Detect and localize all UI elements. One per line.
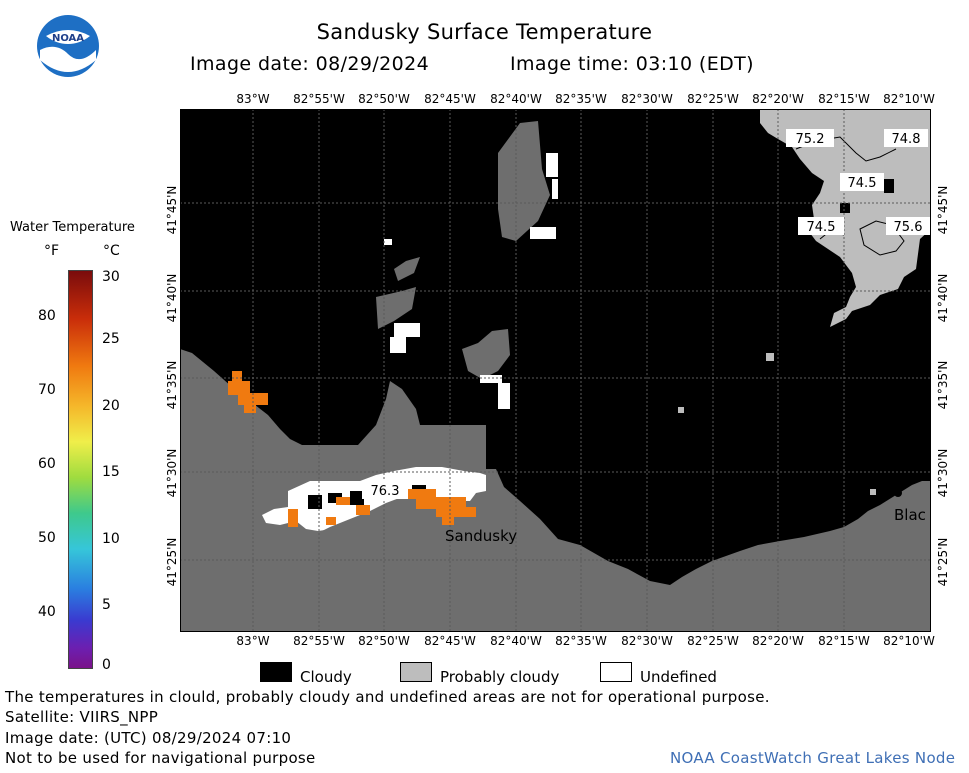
lon-label-bottom: 83°W <box>236 634 270 648</box>
lat-label-left: 41°30'N <box>165 448 179 498</box>
probably-cloudy-area <box>766 353 774 361</box>
lon-label-bottom: 82°20'W <box>752 634 804 648</box>
land-island <box>376 287 416 329</box>
cloudy-area <box>840 203 850 213</box>
legend-cloudy-swatch <box>260 662 292 682</box>
cloudy-area <box>308 495 322 509</box>
lat-label-left: 41°25'N <box>165 537 179 587</box>
lon-label-top: 82°55'W <box>293 92 345 106</box>
temp-label: 74.8 <box>892 132 921 147</box>
legend-cloudy-label: Cloudy <box>300 668 352 686</box>
land-island <box>462 329 510 379</box>
legend-probably-cloudy-swatch <box>400 662 432 682</box>
lat-label-right: 41°30'N <box>936 448 950 498</box>
undefined-area <box>394 323 420 337</box>
lon-label-bottom: 82°40'W <box>490 634 542 648</box>
noaa-logo: NOAA <box>36 14 100 78</box>
footer-utc-date: Image date: (UTC) 08/29/2024 07:10 <box>5 729 292 747</box>
land-island <box>394 257 420 281</box>
temp-label: 75.2 <box>796 132 825 147</box>
legend-undefined-swatch <box>600 662 632 682</box>
c-tick: 0 <box>102 657 111 673</box>
probably-cloudy-area <box>678 407 684 413</box>
f-tick: 50 <box>38 530 56 546</box>
lon-label-top: 82°40'W <box>490 92 542 106</box>
lat-label-right: 41°35'N <box>936 360 950 410</box>
land-mainland <box>180 497 486 632</box>
footer-satellite: Satellite: VIIRS_NPP <box>5 708 159 726</box>
f-tick: 60 <box>38 456 56 472</box>
f-tick: 40 <box>38 604 56 620</box>
image-time: Image time: 03:10 (EDT) <box>510 53 754 75</box>
noaa-logo-text: NOAA <box>52 33 84 44</box>
undefined-area <box>546 153 558 177</box>
colorbar-unit-f: °F <box>44 243 60 259</box>
sst-map: 75.2 74.8 74.5 74.5 75.6 76.3 Sandusky B… <box>180 109 931 632</box>
probably-cloudy-area <box>760 109 931 327</box>
undefined-area <box>530 227 556 239</box>
image-date: Image date: 08/29/2024 <box>190 53 430 75</box>
colorbar-unit-c: °C <box>103 243 120 259</box>
legend-undefined-label: Undefined <box>640 668 717 686</box>
lat-label-right: 41°40'N <box>936 273 950 323</box>
lon-label-bottom: 82°30'W <box>621 634 673 648</box>
legend-probably-cloudy-label: Probably cloudy <box>440 668 560 686</box>
footer-nav-warning: Not to be used for navigational purpose <box>5 749 316 767</box>
lon-label-bottom: 82°50'W <box>358 634 410 648</box>
place-label-black: Blac <box>894 506 926 524</box>
lon-label-top: 82°25'W <box>687 92 739 106</box>
lon-label-bottom: 82°25'W <box>687 634 739 648</box>
lon-label-top: 82°10'W <box>883 92 935 106</box>
footer-note: The temperatures in clould, probably clo… <box>5 688 770 706</box>
c-tick: 25 <box>102 331 120 347</box>
city-marker <box>894 489 902 497</box>
temp-label: 74.5 <box>848 176 877 191</box>
undefined-area <box>498 383 510 409</box>
lon-label-top: 82°20'W <box>752 92 804 106</box>
graticule <box>180 109 931 632</box>
lat-label-right: 41°45'N <box>936 185 950 235</box>
lon-label-top: 82°15'W <box>818 92 870 106</box>
f-tick: 70 <box>38 382 56 398</box>
lon-label-bottom: 82°10'W <box>883 634 935 648</box>
colorbar-title: Water Temperature <box>10 220 135 235</box>
place-label-sandusky: Sandusky <box>445 527 517 545</box>
lon-label-top: 83°W <box>236 92 270 106</box>
footer-credit: NOAA CoastWatch Great Lakes Node <box>670 749 956 767</box>
map-frame <box>180 109 931 632</box>
c-tick: 30 <box>102 269 120 285</box>
lon-label-bottom: 82°35'W <box>555 634 607 648</box>
land-island <box>498 121 550 241</box>
lat-label-right: 41°25'N <box>936 537 950 587</box>
undefined-area <box>552 179 558 199</box>
page-title: Sandusky Surface Temperature <box>316 20 653 44</box>
lon-label-top: 82°50'W <box>358 92 410 106</box>
undefined-area <box>390 337 406 353</box>
lon-label-bottom: 82°55'W <box>293 634 345 648</box>
c-tick: 5 <box>102 597 111 613</box>
c-tick: 20 <box>102 398 120 414</box>
c-tick: 10 <box>102 531 120 547</box>
undefined-area <box>384 239 392 245</box>
lat-label-left: 41°35'N <box>165 360 179 410</box>
lat-label-left: 41°45'N <box>165 185 179 235</box>
lon-label-bottom: 82°45'W <box>424 634 476 648</box>
c-tick: 15 <box>102 464 120 480</box>
f-tick: 80 <box>38 308 56 324</box>
lon-label-top: 82°35'W <box>555 92 607 106</box>
lon-label-top: 82°45'W <box>424 92 476 106</box>
lon-label-bottom: 82°15'W <box>818 634 870 648</box>
undefined-area <box>480 375 502 383</box>
cloudy-area <box>884 179 894 193</box>
cloudy-area <box>328 493 342 503</box>
lon-label-top: 82°30'W <box>621 92 673 106</box>
lat-label-left: 41°40'N <box>165 273 179 323</box>
colorbar <box>68 270 93 669</box>
temp-label: 75.6 <box>894 220 923 235</box>
temp-label: 76.3 <box>371 484 400 499</box>
temp-label: 74.5 <box>807 220 836 235</box>
probably-cloudy-area <box>870 489 876 495</box>
cloudy-area <box>350 491 364 505</box>
